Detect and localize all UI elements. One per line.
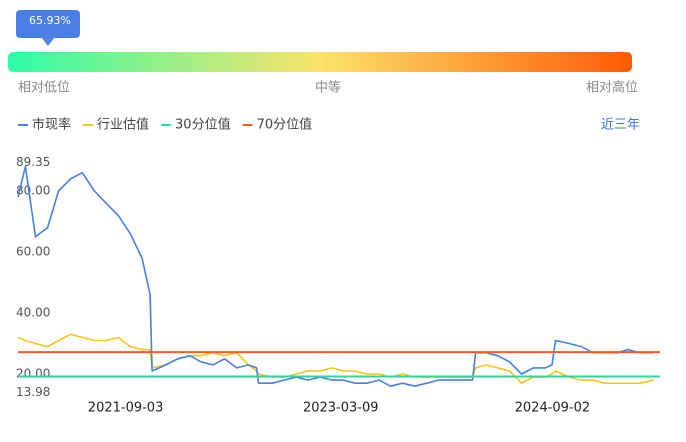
series-line (17, 165, 654, 387)
legend-label: 市现率 (32, 117, 71, 133)
percentile-bar (8, 52, 632, 72)
legend-label: 30分位值 (175, 117, 231, 133)
scale-label: 相对高位 (586, 80, 638, 96)
y-tick-label: 20.00 (16, 367, 50, 381)
tooltip-text: 65.93% (29, 14, 71, 27)
y-tick-label: 89.35 (16, 155, 50, 169)
y-tick-label: 80.00 (16, 184, 50, 198)
y-tick-label: 60.00 (16, 245, 50, 259)
legend-label: 行业估值 (97, 117, 149, 133)
x-tick-label: 2021-09-03 (88, 401, 164, 416)
scale-label: 相对低位 (18, 81, 70, 96)
x-tick-label: 2023-03-09 (303, 401, 379, 416)
legend-label: 70分位值 (257, 117, 313, 133)
x-tick-label: 2024-09-02 (515, 401, 591, 416)
y-tick-label: 13.98 (16, 385, 50, 399)
range-selector[interactable]: 近三年 (601, 118, 640, 133)
tooltip-bubble (16, 10, 80, 46)
y-tick-label: 40.00 (16, 306, 50, 320)
scale-label: 中等 (315, 80, 341, 96)
